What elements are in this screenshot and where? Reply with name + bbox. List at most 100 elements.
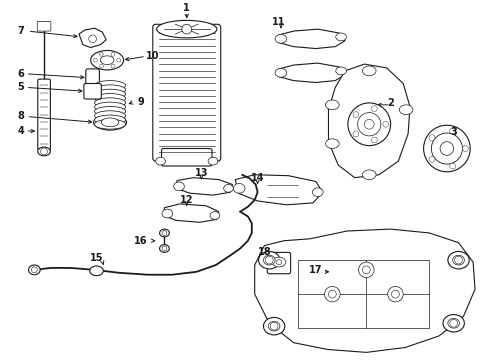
Text: 13: 13 (195, 168, 208, 178)
Text: 17: 17 (309, 265, 322, 275)
Ellipse shape (313, 188, 323, 197)
Ellipse shape (160, 245, 169, 252)
Ellipse shape (276, 260, 282, 265)
Ellipse shape (336, 67, 346, 75)
Circle shape (111, 64, 115, 68)
Text: 14: 14 (251, 173, 265, 183)
Circle shape (429, 135, 435, 141)
Ellipse shape (156, 157, 166, 165)
Circle shape (353, 112, 359, 117)
Ellipse shape (443, 315, 465, 332)
Ellipse shape (264, 318, 285, 335)
Ellipse shape (95, 120, 125, 129)
Ellipse shape (95, 107, 125, 116)
Text: 5: 5 (18, 82, 24, 93)
Text: 7: 7 (18, 26, 24, 36)
FancyBboxPatch shape (162, 149, 212, 166)
Circle shape (89, 35, 97, 43)
Ellipse shape (363, 66, 376, 76)
Circle shape (450, 163, 456, 169)
FancyBboxPatch shape (153, 24, 220, 161)
Circle shape (383, 121, 389, 127)
Ellipse shape (95, 102, 125, 112)
Text: 9: 9 (138, 97, 145, 107)
Circle shape (41, 148, 48, 155)
Circle shape (94, 58, 98, 62)
Ellipse shape (233, 184, 245, 193)
Ellipse shape (94, 114, 126, 130)
Ellipse shape (100, 56, 114, 64)
Polygon shape (328, 64, 410, 177)
Circle shape (392, 290, 399, 298)
Text: 15: 15 (90, 253, 103, 263)
Text: 12: 12 (180, 195, 194, 205)
Ellipse shape (101, 118, 119, 127)
Ellipse shape (336, 33, 346, 41)
Polygon shape (235, 175, 322, 205)
Circle shape (371, 105, 377, 112)
Circle shape (371, 137, 377, 143)
Circle shape (324, 286, 340, 302)
Circle shape (365, 120, 374, 129)
Circle shape (353, 131, 359, 137)
Text: 6: 6 (18, 69, 24, 79)
FancyBboxPatch shape (37, 21, 51, 31)
Ellipse shape (453, 255, 465, 265)
FancyBboxPatch shape (86, 69, 99, 86)
Ellipse shape (95, 111, 125, 121)
Circle shape (266, 256, 273, 264)
Circle shape (450, 319, 458, 327)
Ellipse shape (275, 68, 287, 77)
Ellipse shape (269, 321, 280, 331)
Circle shape (99, 64, 103, 68)
Polygon shape (279, 63, 345, 82)
Circle shape (31, 267, 37, 273)
Polygon shape (79, 28, 106, 48)
Text: 3: 3 (450, 127, 457, 137)
Ellipse shape (272, 257, 286, 267)
Circle shape (463, 145, 468, 152)
Circle shape (328, 290, 336, 298)
Text: 16: 16 (134, 236, 148, 246)
Circle shape (431, 133, 463, 164)
Ellipse shape (363, 170, 376, 180)
Circle shape (388, 286, 403, 302)
Ellipse shape (28, 265, 40, 275)
Circle shape (117, 58, 121, 62)
FancyBboxPatch shape (268, 252, 291, 274)
Circle shape (363, 266, 370, 274)
Text: 10: 10 (146, 51, 160, 61)
FancyBboxPatch shape (38, 79, 50, 150)
Ellipse shape (173, 182, 184, 191)
Circle shape (162, 230, 167, 235)
Ellipse shape (90, 266, 103, 276)
Ellipse shape (91, 50, 123, 70)
Polygon shape (176, 177, 232, 195)
Ellipse shape (95, 89, 125, 99)
Ellipse shape (259, 251, 280, 269)
Circle shape (358, 113, 381, 136)
Circle shape (429, 157, 435, 162)
Text: 11: 11 (272, 17, 286, 27)
Text: 4: 4 (18, 126, 24, 136)
Ellipse shape (95, 94, 125, 103)
Ellipse shape (160, 229, 169, 237)
Text: 18: 18 (258, 247, 271, 257)
Polygon shape (255, 229, 475, 352)
Ellipse shape (399, 105, 413, 114)
Ellipse shape (275, 35, 287, 43)
Ellipse shape (208, 157, 218, 165)
Text: 1: 1 (183, 3, 190, 13)
Ellipse shape (38, 147, 50, 156)
Circle shape (270, 322, 278, 330)
Ellipse shape (95, 98, 125, 108)
Text: 2: 2 (387, 98, 394, 108)
Ellipse shape (162, 209, 172, 218)
Circle shape (348, 103, 391, 145)
Circle shape (450, 128, 456, 134)
Circle shape (455, 256, 463, 264)
Text: 8: 8 (17, 112, 24, 121)
Ellipse shape (448, 251, 469, 269)
Ellipse shape (95, 85, 125, 95)
Ellipse shape (95, 115, 125, 125)
